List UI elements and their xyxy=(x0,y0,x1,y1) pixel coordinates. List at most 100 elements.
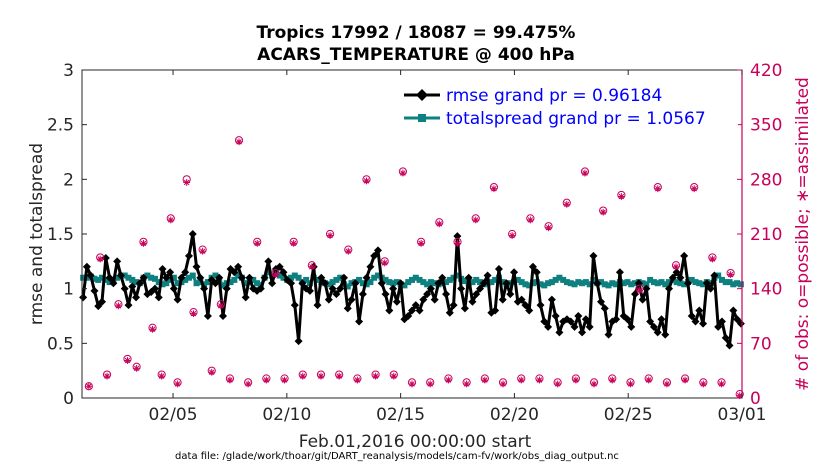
rmse-point xyxy=(646,317,655,326)
rmse-point xyxy=(479,279,488,288)
rmse-point xyxy=(415,306,424,315)
y-right-tick-label: 210 xyxy=(750,225,782,245)
series-layer xyxy=(79,230,745,350)
totalspread-point xyxy=(276,272,283,279)
y-right-tick-label: 140 xyxy=(750,280,782,300)
totalspread-point xyxy=(235,272,242,279)
totalspread-point xyxy=(163,280,170,287)
rmse-point xyxy=(105,273,114,282)
obs-assimilated-point xyxy=(454,239,461,247)
totalspread-point xyxy=(427,279,434,286)
rmse-point xyxy=(230,268,239,277)
rmse-point xyxy=(593,279,602,288)
rmse-point xyxy=(551,312,560,320)
obs-assimilated-point xyxy=(174,380,181,388)
obs-assimilated-point xyxy=(253,239,261,247)
totalspread-point xyxy=(167,276,174,283)
rmse-point xyxy=(695,306,704,315)
rmse-point xyxy=(408,306,416,315)
totalspread-point xyxy=(556,274,563,281)
obs-assimilated-point xyxy=(190,310,197,318)
totalspread-point xyxy=(102,276,109,283)
rmse-point xyxy=(188,230,197,238)
totalspread-point xyxy=(356,276,363,283)
totalspread-point xyxy=(182,276,189,283)
x-axis-label: Feb.01,2016 00:00:00 start xyxy=(299,432,532,452)
totalspread-point xyxy=(541,282,548,289)
rmse-point xyxy=(124,301,133,310)
totalspread-point xyxy=(726,279,733,286)
rmse-point xyxy=(717,317,726,326)
obs-assimilated-point xyxy=(133,364,141,372)
obs-assimilated-point xyxy=(217,302,225,310)
totalspread-point xyxy=(95,276,102,283)
totalspread-point xyxy=(371,274,378,281)
totalspread-point xyxy=(722,279,729,286)
obs-assimilated-point xyxy=(545,224,552,232)
totalspread-point xyxy=(446,276,453,283)
rmse-point xyxy=(184,251,193,260)
obs-assimilated-point xyxy=(390,372,398,380)
totalspread-point xyxy=(80,274,87,281)
rmse-point xyxy=(442,290,451,299)
y-axis-label: rmse and totalspread xyxy=(27,143,47,325)
obs-assimilated-point xyxy=(499,380,507,388)
obs-assimilated-point xyxy=(508,232,516,239)
legend-spread-marker xyxy=(418,114,426,122)
obs-assimilated-point xyxy=(554,380,562,388)
rmse-point xyxy=(294,337,303,346)
chart-title-line-2: ACARS_TEMPERATURE @ 400 hPa xyxy=(257,45,575,65)
totalspread-point xyxy=(159,281,166,288)
totalspread-point xyxy=(560,276,567,283)
totalspread-point xyxy=(91,275,98,282)
rmse-point xyxy=(411,301,420,310)
rmse-point xyxy=(241,293,250,302)
rmse-point xyxy=(498,295,507,304)
rmse-point xyxy=(128,282,137,291)
obs-assimilated-point xyxy=(235,138,243,146)
obs-assimilated-point xyxy=(590,380,598,388)
rmse-point xyxy=(370,251,379,260)
x-tick-label: 02/15 xyxy=(376,405,425,425)
totalspread-point xyxy=(416,276,423,283)
totalspread-point xyxy=(367,279,374,286)
totalspread-point xyxy=(133,279,140,286)
rmse-point xyxy=(438,273,447,282)
rmse-point xyxy=(389,284,398,293)
rmse-point xyxy=(483,271,492,280)
y-tick-label: 1.5 xyxy=(47,225,74,245)
totalspread-point xyxy=(488,279,495,286)
totalspread-point xyxy=(700,281,707,288)
rmse-point xyxy=(256,284,265,293)
rmse-point xyxy=(324,295,333,304)
totalspread-point xyxy=(295,274,302,281)
obs-assimilated-point xyxy=(281,376,288,384)
totalspread-point xyxy=(692,279,699,286)
obs-assimilated-point xyxy=(149,325,156,333)
rmse-point xyxy=(260,273,269,282)
rmse-point xyxy=(585,322,594,331)
rmse-point xyxy=(181,268,190,277)
rmse-point xyxy=(245,273,254,282)
obs-assimilated-point xyxy=(344,247,352,255)
rmse-point xyxy=(419,295,428,304)
rmse-point xyxy=(687,312,696,320)
rmse-point xyxy=(200,284,209,293)
y-tick-label: 1 xyxy=(63,280,74,300)
totalspread-point xyxy=(586,281,593,288)
rmse-point xyxy=(525,306,534,315)
y-right-tick-label: 420 xyxy=(750,61,782,81)
rmse-point xyxy=(547,295,556,304)
rmse-point xyxy=(544,322,553,331)
rmse-point xyxy=(736,319,745,328)
obs-possible-point xyxy=(84,382,93,391)
rmse-point xyxy=(132,293,141,302)
legend-rmse-label: rmse grand pr = 0.96184 xyxy=(446,86,662,106)
obs-assimilated-point xyxy=(272,271,279,279)
totalspread-point xyxy=(219,282,226,289)
totalspread-point xyxy=(461,278,468,285)
obs-assimilated-point xyxy=(636,286,643,294)
rmse-point xyxy=(642,284,651,293)
rmse-point xyxy=(173,295,182,304)
obs-assimilated-point xyxy=(199,247,207,255)
